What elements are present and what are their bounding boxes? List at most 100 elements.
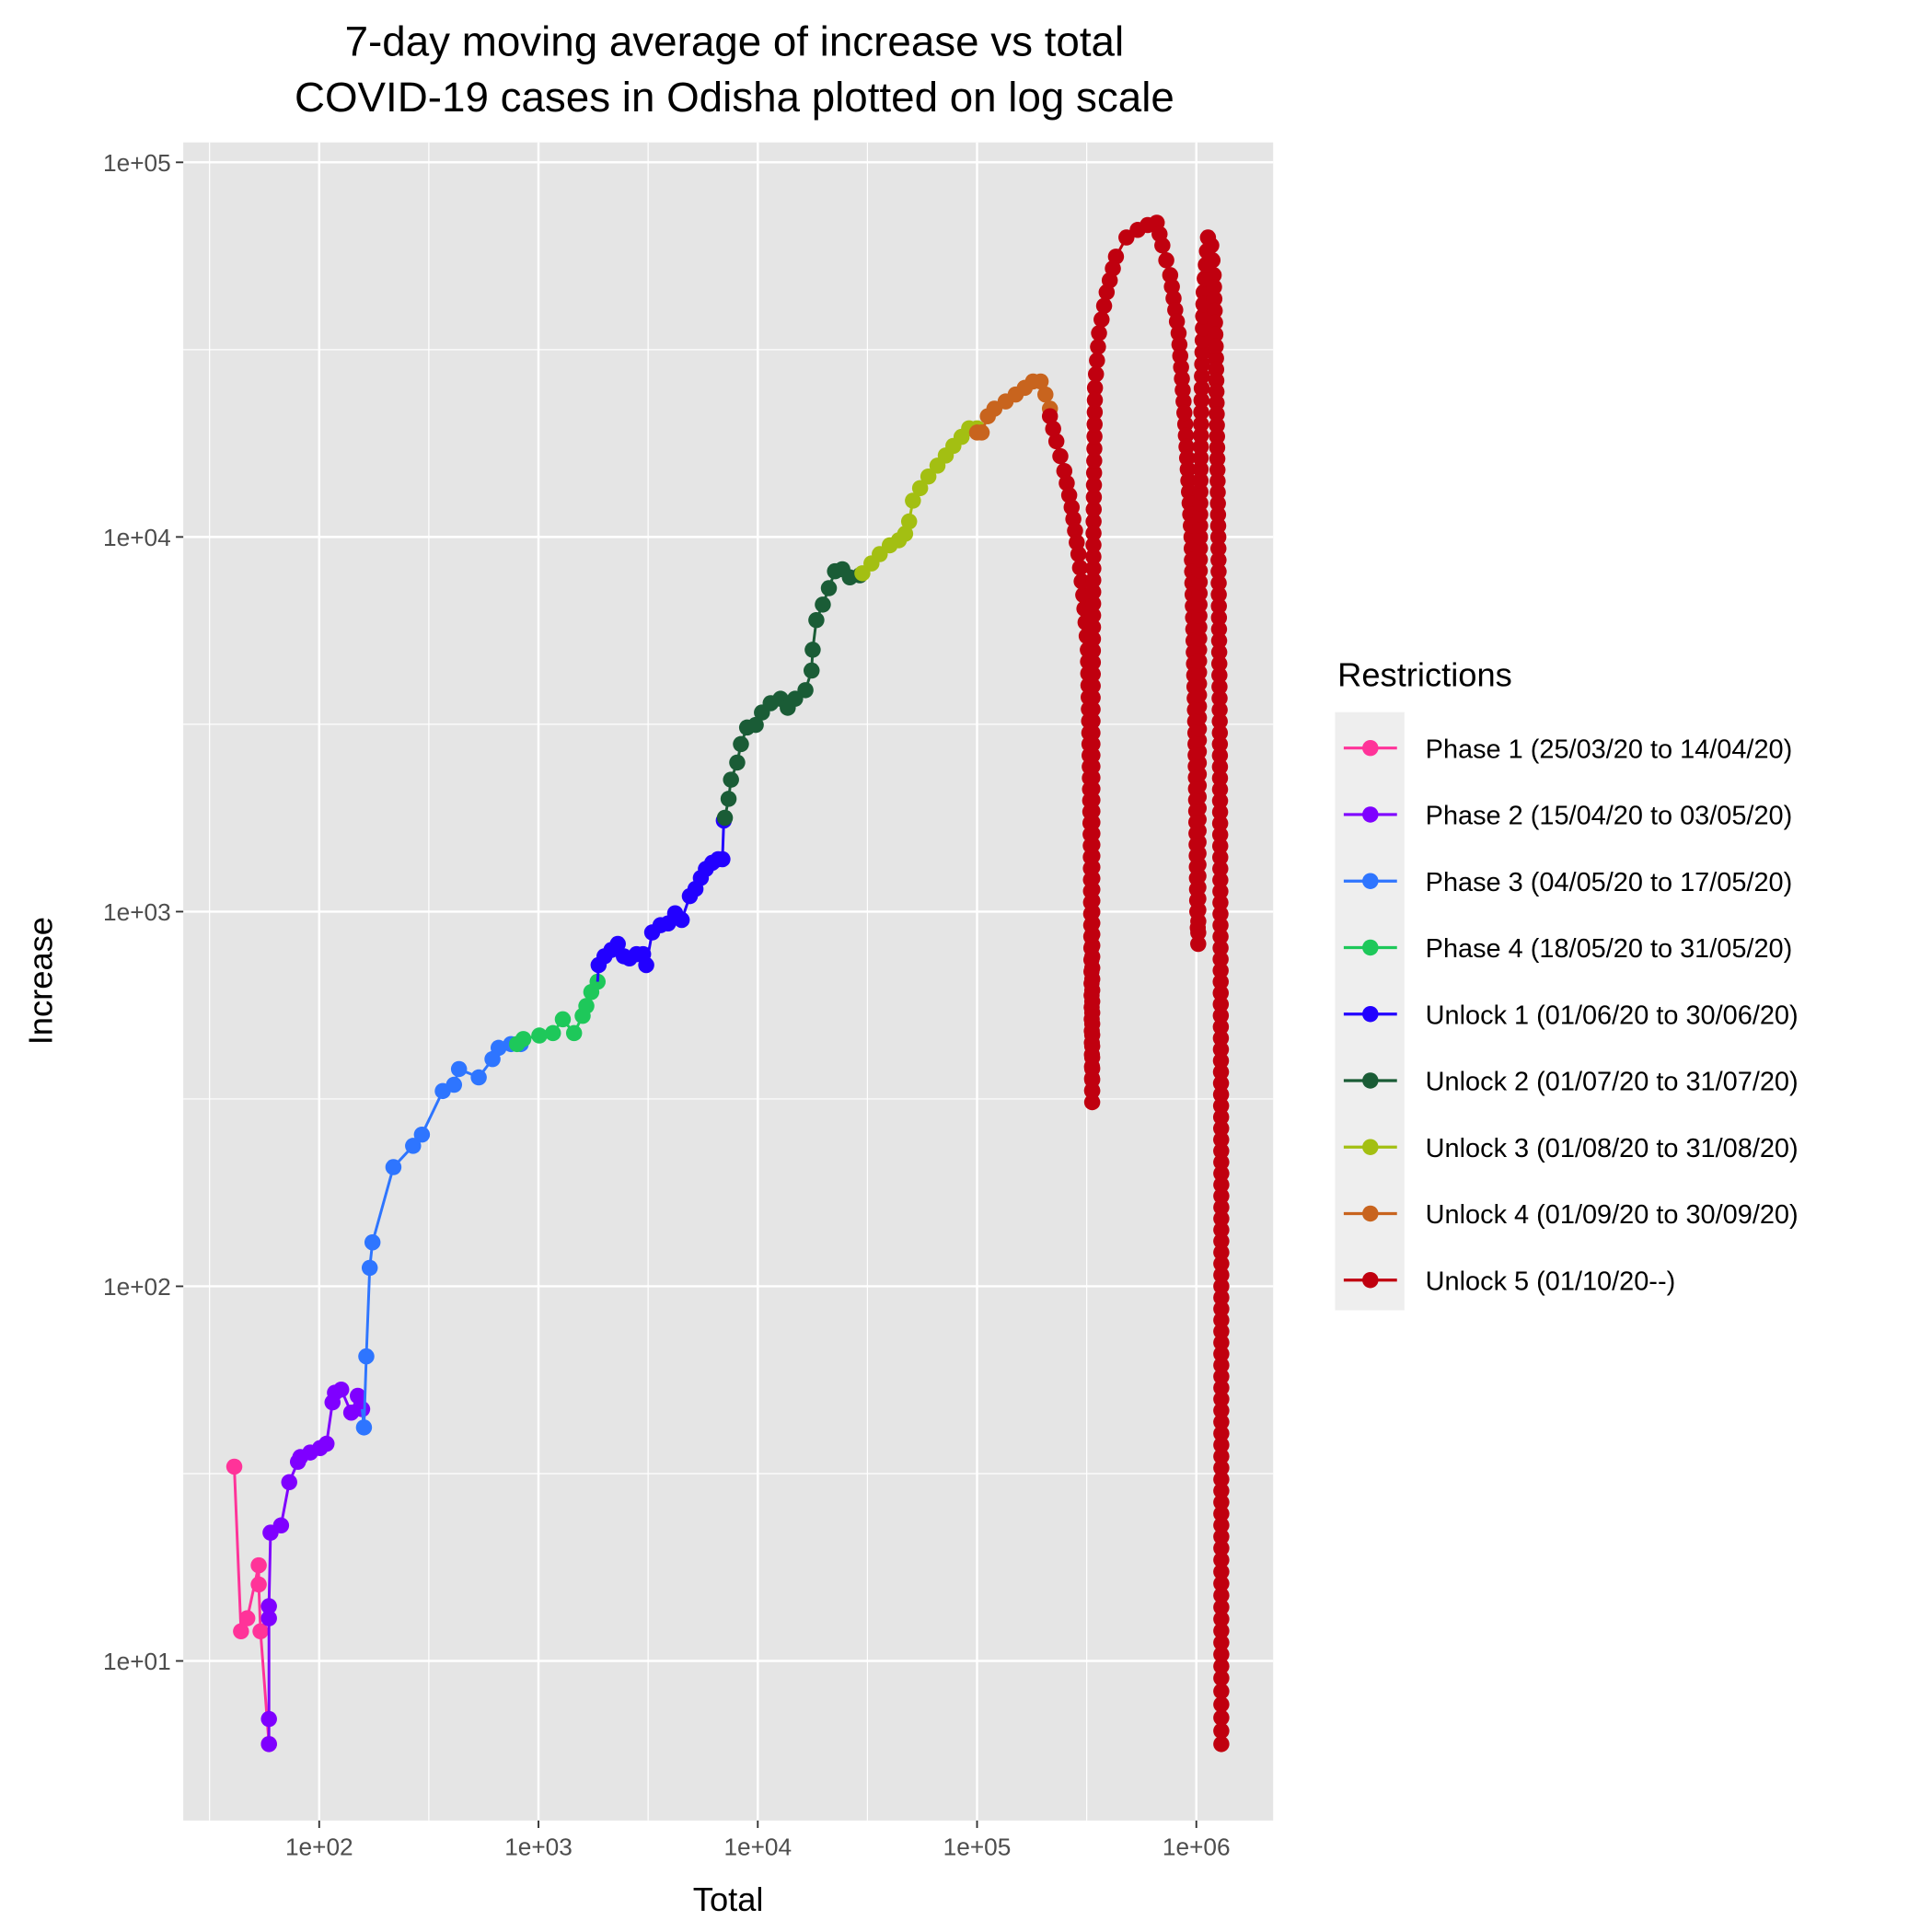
legend-key-point bbox=[1362, 1072, 1379, 1089]
data-point-interpolated bbox=[1211, 735, 1229, 753]
data-point bbox=[252, 1623, 269, 1640]
data-point-interpolated bbox=[1213, 1563, 1230, 1580]
data-point bbox=[804, 642, 821, 658]
data-point-interpolated bbox=[1209, 495, 1226, 512]
data-point-interpolated bbox=[1190, 676, 1208, 692]
data-point bbox=[609, 935, 626, 953]
data-point-interpolated bbox=[1209, 461, 1226, 479]
data-point-interpolated bbox=[1084, 700, 1101, 718]
gridlines bbox=[183, 142, 1274, 1821]
data-point-interpolated bbox=[1213, 1658, 1230, 1675]
data-point-interpolated bbox=[1089, 352, 1105, 369]
data-point bbox=[1190, 935, 1207, 953]
data-point-interpolated bbox=[1192, 461, 1209, 478]
data-point-interpolated bbox=[1210, 551, 1227, 569]
data-point-interpolated bbox=[1213, 1153, 1230, 1171]
data-point-interpolated bbox=[1095, 297, 1113, 315]
data-point-interpolated bbox=[1190, 845, 1207, 862]
data-point-interpolated bbox=[1208, 372, 1225, 389]
data-point-interpolated bbox=[1193, 392, 1210, 409]
data-point bbox=[226, 1458, 243, 1475]
data-point bbox=[233, 1623, 249, 1640]
data-point bbox=[920, 468, 937, 485]
data-point-interpolated bbox=[1190, 721, 1208, 737]
data-point-interpolated bbox=[1083, 1015, 1101, 1033]
data-point-interpolated bbox=[1209, 439, 1226, 457]
data-point-interpolated bbox=[1213, 1380, 1230, 1396]
data-point bbox=[578, 998, 595, 1014]
data-point-interpolated bbox=[1083, 959, 1101, 977]
data-point-interpolated bbox=[1212, 1018, 1230, 1035]
data-point-interpolated bbox=[1206, 290, 1223, 307]
data-point-interpolated bbox=[1083, 982, 1101, 999]
data-point bbox=[905, 492, 921, 509]
data-point-interpolated bbox=[1192, 472, 1209, 489]
legend: Restrictions Phase 1 (25/03/20 to 14/04/… bbox=[1335, 655, 1799, 1311]
legend-label: Unlock 1 (01/06/20 to 30/06/20) bbox=[1426, 1001, 1799, 1030]
data-point-interpolated bbox=[1204, 252, 1221, 269]
data-point-interpolated bbox=[1045, 421, 1061, 437]
data-point-interpolated bbox=[1086, 452, 1103, 469]
data-point-interpolated bbox=[1190, 879, 1207, 896]
data-point-interpolated bbox=[1083, 937, 1101, 954]
data-point-interpolated bbox=[1084, 631, 1102, 647]
data-point-interpolated bbox=[1211, 804, 1229, 821]
data-point-interpolated bbox=[1084, 758, 1101, 775]
data-point-interpolated bbox=[1093, 311, 1110, 328]
data-point-interpolated bbox=[1194, 367, 1210, 385]
y-tick-label: 1e+01 bbox=[103, 1648, 171, 1675]
data-point bbox=[747, 716, 764, 734]
data-point-interpolated bbox=[1084, 859, 1101, 875]
x-tick-label: 1e+04 bbox=[723, 1834, 792, 1861]
data-point-interpolated bbox=[1213, 1575, 1230, 1592]
data-point-interpolated bbox=[1084, 642, 1102, 659]
data-point-interpolated bbox=[1210, 574, 1227, 592]
data-point-interpolated bbox=[1085, 572, 1102, 589]
data-point-interpolated bbox=[1209, 428, 1226, 445]
legend-key-point bbox=[1362, 1005, 1379, 1023]
data-point-interpolated bbox=[1085, 537, 1102, 553]
data-point bbox=[720, 791, 737, 807]
data-point bbox=[1091, 325, 1107, 341]
x-tick-label: 1e+03 bbox=[504, 1834, 573, 1861]
data-point bbox=[820, 580, 838, 596]
data-point-interpolated bbox=[1151, 226, 1168, 243]
legend-label: Unlock 3 (01/08/20 to 31/08/20) bbox=[1426, 1134, 1799, 1163]
data-point-interpolated bbox=[1213, 1267, 1230, 1283]
data-point-interpolated bbox=[1211, 827, 1229, 843]
data-point-interpolated bbox=[1190, 755, 1208, 771]
data-point-interpolated bbox=[1211, 666, 1228, 684]
data-point-interpolated bbox=[1158, 252, 1174, 269]
chart-title-line-2: COVID-19 cases in Odisha plotted on log … bbox=[295, 74, 1174, 121]
data-point-interpolated bbox=[1086, 404, 1104, 421]
data-point-interpolated bbox=[1213, 1552, 1230, 1568]
data-point-interpolated bbox=[1210, 563, 1227, 580]
data-point-interpolated bbox=[1190, 901, 1207, 919]
data-point-interpolated bbox=[1084, 792, 1101, 808]
data-point-interpolated bbox=[1083, 926, 1101, 943]
data-point-interpolated bbox=[1212, 1052, 1230, 1070]
data-point-interpolated bbox=[1213, 1528, 1230, 1545]
data-point-interpolated bbox=[1059, 475, 1075, 492]
data-point-interpolated bbox=[1212, 861, 1229, 877]
data-point-interpolated bbox=[1191, 653, 1208, 669]
data-point-interpolated bbox=[1213, 1448, 1230, 1465]
data-point-interpolated bbox=[1191, 619, 1208, 636]
legend-item: Unlock 2 (01/07/20 to 31/07/20) bbox=[1343, 1068, 1799, 1097]
data-point-interpolated bbox=[1190, 777, 1208, 794]
data-point-interpolated bbox=[1209, 517, 1227, 534]
data-point-interpolated bbox=[1084, 746, 1101, 764]
data-point-interpolated bbox=[1083, 1037, 1101, 1055]
data-point bbox=[565, 1024, 583, 1042]
data-point-interpolated bbox=[1193, 404, 1209, 421]
data-point-interpolated bbox=[1190, 856, 1207, 873]
data-point-interpolated bbox=[1084, 870, 1101, 887]
x-tick-label: 1e+06 bbox=[1163, 1834, 1231, 1861]
y-tick-label: 1e+02 bbox=[103, 1273, 171, 1301]
y-tick-label: 1e+05 bbox=[103, 149, 171, 177]
data-point-interpolated bbox=[1084, 596, 1102, 612]
data-point-interpolated bbox=[1086, 391, 1104, 409]
data-point-interpolated bbox=[1213, 1289, 1230, 1306]
data-point bbox=[353, 1401, 371, 1417]
